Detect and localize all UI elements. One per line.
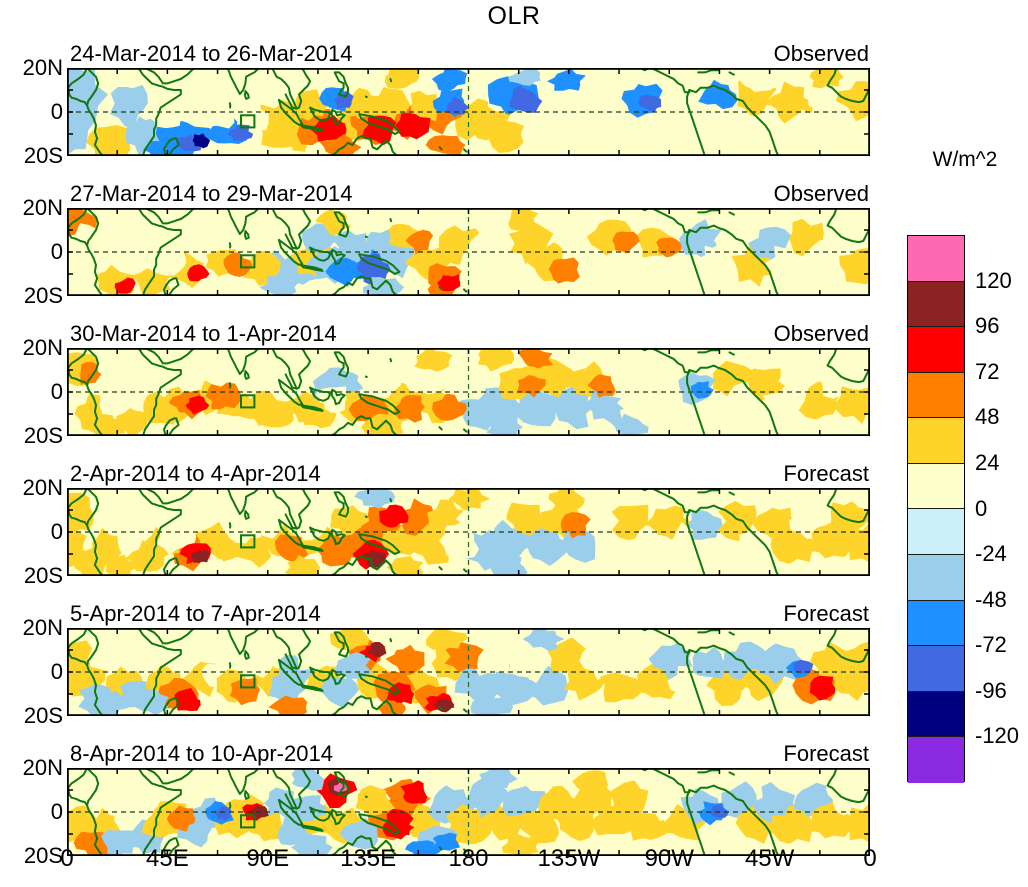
panel-date-range: 2-Apr-2014 to 4-Apr-2014	[70, 461, 321, 486]
colorbar-tick-label: 0	[975, 495, 988, 521]
y-axis-tick-label: 0	[50, 519, 63, 544]
colorbar-band	[908, 281, 964, 328]
colorbar-tick-label: -24	[975, 541, 1007, 567]
map-plot-area	[67, 768, 870, 856]
colorbar-tick-label: -72	[975, 632, 1007, 658]
colorbar	[907, 235, 965, 783]
colorbar-band	[908, 372, 964, 419]
colorbar-tick-label: -120	[975, 723, 1020, 749]
colorbar-tick-label: -48	[975, 586, 1007, 612]
panel-date-range: 24-Mar-2014 to 26-Mar-2014	[70, 41, 353, 66]
y-axis-tick-label: 20N	[22, 475, 63, 500]
map-plot-area	[67, 488, 870, 576]
page-title: OLR	[487, 2, 541, 30]
panel-status-label: Forecast	[783, 461, 869, 486]
colorbar-band	[908, 737, 964, 783]
panel-status-label: Observed	[773, 321, 869, 346]
y-axis-tick-label: 0	[50, 239, 63, 264]
panel-header: 5-Apr-2014 to 7-Apr-2014 Forecast	[67, 602, 870, 626]
panel-status-label: Observed	[773, 41, 869, 66]
y-axis-tick-label: 20N	[22, 335, 63, 360]
x-axis-tick-label: 45E	[146, 845, 189, 872]
panel-header: 30-Mar-2014 to 1-Apr-2014 Observed	[67, 322, 870, 346]
y-axis-tick-label: 0	[50, 99, 63, 124]
x-axis-tick-label: 0	[863, 845, 877, 872]
y-axis-tick-label: 0	[50, 799, 63, 824]
map-plot-area	[67, 628, 870, 716]
colorbar-band	[908, 691, 964, 738]
panel-date-range: 5-Apr-2014 to 7-Apr-2014	[70, 601, 321, 626]
colorbar-tick-label: 24	[975, 449, 1000, 475]
y-axis-tick-label: 20S	[23, 423, 63, 448]
map-plot-area	[67, 68, 870, 156]
panel-date-range: 27-Mar-2014 to 29-Mar-2014	[70, 181, 353, 206]
y-axis-tick-label: 0	[50, 659, 63, 684]
x-axis: 0 45E 90E 135E 180 135W 90W 45W 0	[60, 845, 876, 875]
map-plot-area	[67, 208, 870, 296]
y-axis-tick-label: 20N	[22, 755, 63, 780]
colorbar-band	[908, 327, 964, 373]
colorbar-tick-label: 96	[975, 313, 1000, 339]
x-axis-tick-label: 135W	[537, 845, 601, 872]
panel-status-label: Forecast	[783, 741, 869, 766]
x-axis-tick-label: 135E	[340, 845, 397, 872]
panel-status-label: Observed	[773, 181, 869, 206]
map-plot-area	[67, 348, 870, 436]
y-axis-tick-label: 20S	[23, 143, 63, 168]
colorbar-band	[908, 236, 964, 282]
panel-status-label: Forecast	[783, 601, 869, 626]
colorbar-band	[908, 418, 964, 464]
y-axis-tick-label: 20N	[22, 55, 63, 80]
y-axis-tick-label: 20N	[22, 615, 63, 640]
panel-date-range: 8-Apr-2014 to 10-Apr-2014	[70, 741, 333, 766]
colorbar-band	[908, 646, 964, 692]
colorbar-tick-label: 72	[975, 358, 1000, 384]
colorbar-band	[908, 600, 964, 647]
x-axis-tick-label: 180	[448, 845, 489, 872]
y-axis-tick-label: 20S	[23, 283, 63, 308]
y-axis-tick-label: 20S	[23, 843, 63, 868]
x-axis-tick-label: 90W	[644, 845, 694, 872]
colorbar-band	[908, 509, 964, 556]
colorbar-band	[908, 463, 964, 510]
panel-header: 24-Mar-2014 to 26-Mar-2014 Observed	[67, 42, 870, 66]
panel-header: 27-Mar-2014 to 29-Mar-2014 Observed	[67, 182, 870, 206]
y-axis-tick-label: 0	[50, 379, 63, 404]
y-axis-tick-label: 20S	[23, 563, 63, 588]
y-axis-tick-label: 20S	[23, 703, 63, 728]
colorbar-tick-label: -96	[975, 677, 1007, 703]
colorbar-tick-label: 48	[975, 404, 1000, 430]
y-axis-tick-label: 20N	[22, 195, 63, 220]
panel-date-range: 30-Mar-2014 to 1-Apr-2014	[70, 321, 337, 346]
x-axis-tick-label: 90E	[246, 845, 290, 872]
colorbar-band	[908, 555, 964, 601]
panel-header: 2-Apr-2014 to 4-Apr-2014 Forecast	[67, 462, 870, 486]
x-axis-tick-label: 45W	[744, 845, 795, 872]
colorbar-tick-label: 120	[975, 267, 1012, 293]
panel-header: 8-Apr-2014 to 10-Apr-2014 Forecast	[67, 742, 870, 766]
colorbar-units-label: W/m^2	[932, 148, 998, 171]
x-axis-tick-label: 0	[60, 845, 74, 872]
